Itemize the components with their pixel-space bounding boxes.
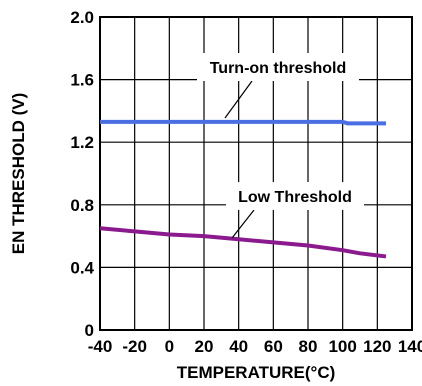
y-axis-title: EN THRESHOLD (V) <box>9 93 28 255</box>
x-tick-label: 140 <box>398 337 422 356</box>
y-tick-label: 0 <box>85 321 94 340</box>
x-tick-label: 120 <box>363 337 391 356</box>
x-tick-label: 60 <box>264 337 283 356</box>
plot-frame <box>99 16 413 331</box>
y-tick-label: 0.8 <box>70 196 94 215</box>
annotation-background <box>197 53 359 81</box>
x-tick-label: 20 <box>195 337 214 356</box>
series-layer <box>99 119 387 259</box>
annotation-label: Low Threshold <box>238 189 352 206</box>
x-tick-labels: -40 -20 0 20 40 60 80 100 120 140 <box>88 337 422 356</box>
series-line-turn-on-threshold <box>100 119 386 126</box>
x-tick-label: 80 <box>299 337 318 356</box>
y-tick-label: 1.2 <box>70 133 94 152</box>
annotations: Turn-on threshold Low Threshold <box>197 53 364 239</box>
x-tick-label: 0 <box>165 337 174 356</box>
y-tick-label: 1.6 <box>70 71 94 90</box>
x-tick-label: -40 <box>88 337 113 356</box>
series-line-low-threshold <box>99 226 387 259</box>
y-tick-label: 0.4 <box>70 258 94 277</box>
annotation-label: Turn-on threshold <box>210 60 347 77</box>
annotation-background <box>226 182 364 210</box>
x-tick-label: 40 <box>229 337 248 356</box>
x-tick-label: 100 <box>328 337 356 356</box>
x-tick-label: -20 <box>122 337 147 356</box>
annotation-leader <box>224 80 253 119</box>
y-tick-label: 2.0 <box>70 8 94 27</box>
y-tick-labels: 0 0.4 0.8 1.2 1.6 2.0 <box>70 8 94 340</box>
x-axis-title: TEMPERATURE(°C) <box>177 363 336 382</box>
annotation-leader <box>231 209 255 239</box>
